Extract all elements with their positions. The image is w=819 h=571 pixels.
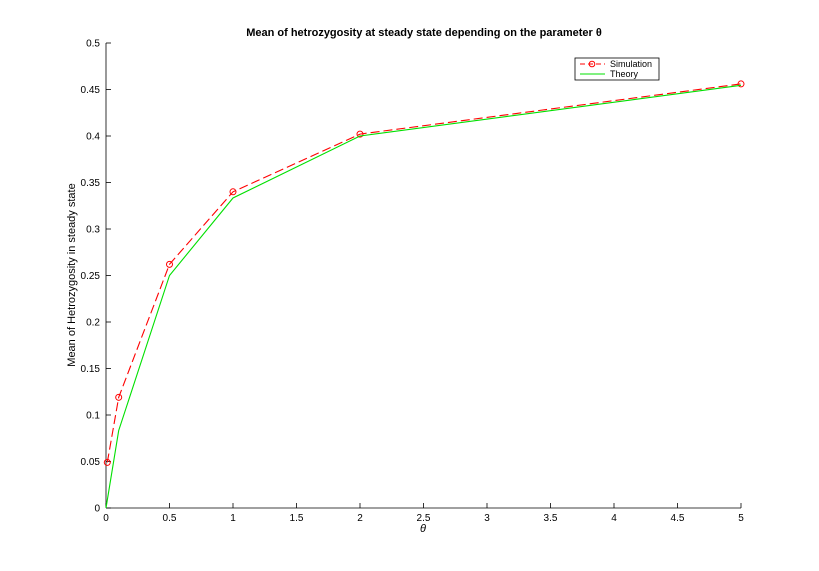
series-point-simulation [166,260,173,268]
x-tick-label: 5 [738,513,744,524]
x-tick-label: 3 [484,513,490,524]
series-layer [103,80,745,509]
series-point-simulation [103,458,111,466]
y-tick-label: 0.4 [86,132,100,143]
series-point-simulation [115,393,123,401]
legend: Simulation Theory [574,57,660,81]
y-tick-label: 0.2 [86,318,100,329]
legend-theory-label: Theory [610,69,639,79]
x-tick-labels: 0 0.5 1 1.5 2 2.5 3 3.5 4 4.5 5 [103,503,744,524]
x-tick-label: 4 [611,513,617,524]
x-tick-label: 2 [357,513,363,524]
series-point-simulation [737,80,745,88]
series-point-simulation [356,130,364,138]
legend-simulation-label: Simulation [610,59,652,69]
y-tick-labels: 0 0.05 0.1 0.15 0.2 0.25 0.3 0.35 0.4 0.45 0.5 [81,39,111,515]
y-tick-label: 0.45 [81,85,101,96]
legend-simulation-marker [588,60,596,68]
x-tick-label: 0.5 [163,513,177,524]
plot-area [106,43,741,508]
y-tick-label: 0.05 [81,457,101,468]
y-tick-label: 0.25 [81,271,101,282]
x-tick-label: 4.5 [671,513,685,524]
x-axis-label: θ [420,523,426,535]
series-line-theory [105,84,742,509]
x-tick-label: 3.5 [544,513,558,524]
x-tick-label: 1.5 [290,513,304,524]
series-line-simulation [106,83,742,463]
x-tick-label: 1 [230,513,236,524]
y-tick-label: 0 [94,504,100,515]
x-tick-label: 2.5 [417,513,431,524]
x-tick-label: 0 [103,513,109,524]
y-tick-label: 0.3 [86,225,100,236]
y-tick-label: 0.35 [81,178,101,189]
y-tick-label: 0.15 [81,364,101,375]
y-tick-label: 0.1 [86,411,100,422]
chart-title: Mean of hetrozygosity at steady state de… [246,27,602,39]
y-axis-label: Mean of Hetrozygosity in steady state [66,183,78,366]
series-point-simulation [229,188,237,196]
y-tick-label: 0.5 [86,39,100,50]
